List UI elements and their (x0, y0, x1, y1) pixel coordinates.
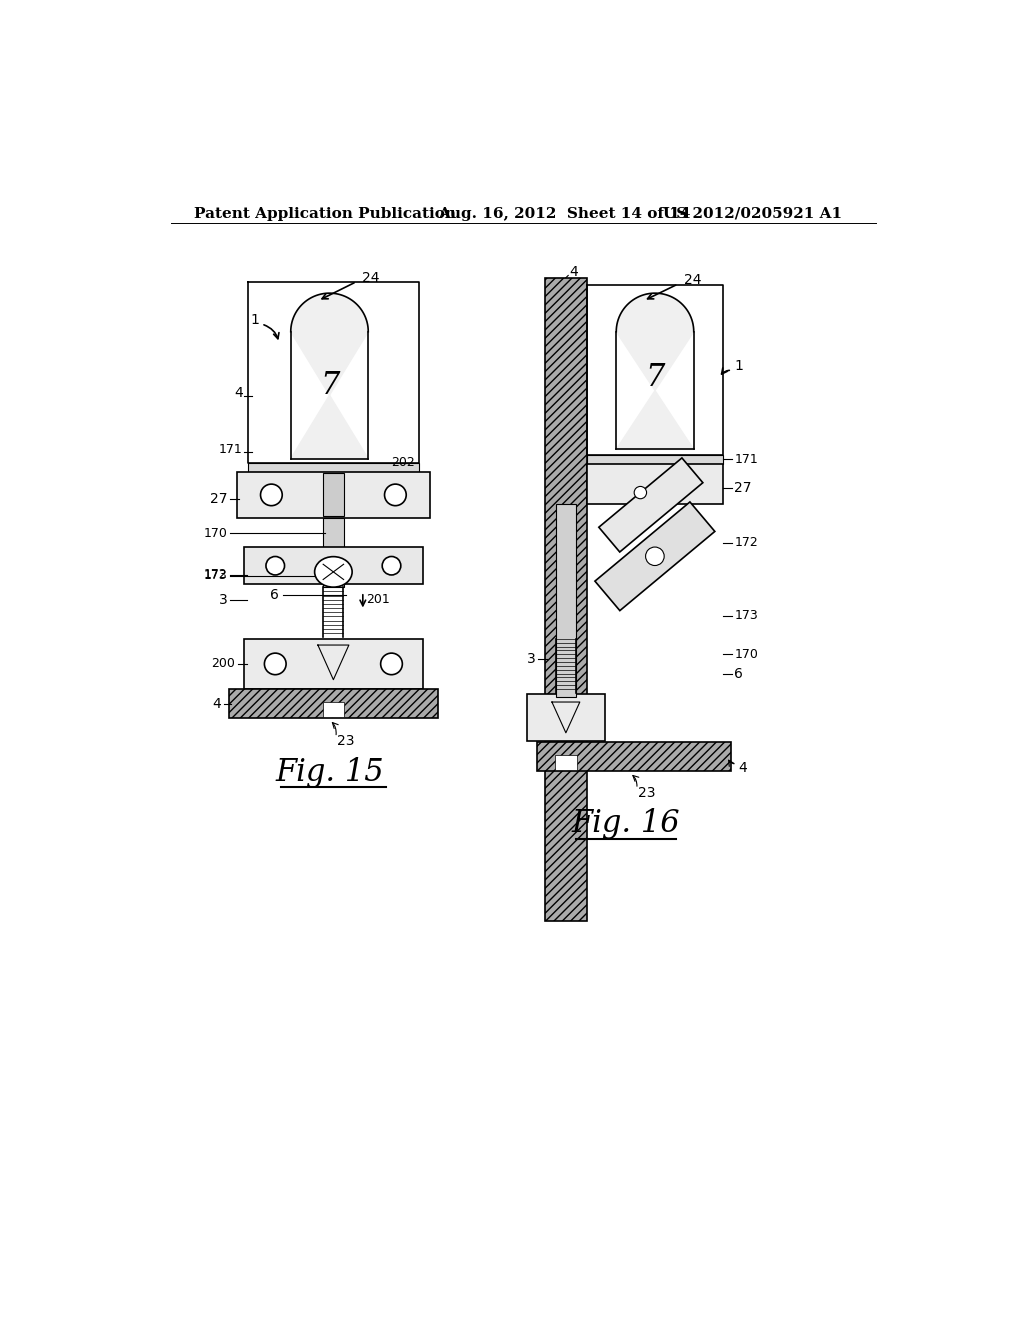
Text: 4: 4 (738, 762, 748, 775)
Circle shape (645, 546, 665, 565)
Circle shape (382, 557, 400, 576)
Circle shape (658, 474, 679, 494)
Bar (545, 277, 587, 921)
Bar (556, 504, 575, 697)
Text: 27: 27 (734, 480, 752, 495)
Text: Aug. 16, 2012  Sheet 14 of 14: Aug. 16, 2012 Sheet 14 of 14 (438, 207, 690, 220)
Text: 24: 24 (362, 271, 380, 285)
Text: 171: 171 (734, 453, 758, 466)
Text: 4: 4 (569, 265, 579, 280)
Text: 173: 173 (734, 610, 758, 622)
Polygon shape (595, 502, 715, 611)
Bar (245, 548, 423, 585)
Text: Patent Application Publication: Patent Application Publication (194, 207, 456, 220)
Circle shape (634, 487, 646, 499)
Text: US 2012/0205921 A1: US 2012/0205921 A1 (663, 207, 842, 220)
Bar (527, 694, 604, 741)
Text: Fig. 15: Fig. 15 (275, 756, 384, 788)
Text: 23: 23 (638, 785, 655, 800)
Circle shape (381, 653, 402, 675)
Text: 23: 23 (337, 734, 354, 748)
Polygon shape (616, 293, 693, 449)
Bar (248, 462, 419, 471)
Text: 6: 6 (734, 667, 743, 681)
Bar (323, 474, 344, 516)
Text: 201: 201 (366, 593, 390, 606)
Circle shape (385, 484, 407, 506)
Text: 4: 4 (233, 387, 243, 400)
Text: 3: 3 (218, 593, 227, 607)
Bar (323, 517, 344, 587)
Text: 27: 27 (210, 492, 227, 506)
Circle shape (260, 484, 283, 506)
Text: 173: 173 (204, 569, 227, 582)
Polygon shape (599, 458, 702, 552)
Bar (555, 755, 577, 770)
Text: 7: 7 (645, 363, 665, 393)
Bar (237, 471, 430, 517)
Text: 172: 172 (204, 569, 227, 582)
Polygon shape (291, 293, 369, 459)
Bar (587, 465, 723, 504)
Text: 200: 200 (211, 657, 234, 671)
Text: 3: 3 (526, 652, 536, 665)
Text: 7: 7 (319, 370, 339, 401)
Text: Fig. 16: Fig. 16 (571, 808, 680, 840)
Circle shape (264, 653, 286, 675)
Text: 170: 170 (734, 648, 759, 661)
Bar (228, 689, 438, 718)
Text: 4: 4 (212, 697, 221, 710)
Circle shape (266, 557, 285, 576)
Bar (323, 702, 344, 717)
Text: 170: 170 (204, 527, 227, 540)
Text: 6: 6 (270, 587, 280, 602)
Bar (245, 639, 423, 689)
Bar (537, 742, 730, 771)
Text: 172: 172 (734, 536, 758, 549)
Text: 1: 1 (251, 313, 260, 327)
Text: 171: 171 (219, 444, 243, 455)
Text: 1: 1 (734, 359, 743, 374)
Text: 202: 202 (391, 457, 415, 470)
Ellipse shape (314, 557, 352, 587)
Bar (587, 455, 723, 465)
Text: 24: 24 (684, 273, 701, 286)
